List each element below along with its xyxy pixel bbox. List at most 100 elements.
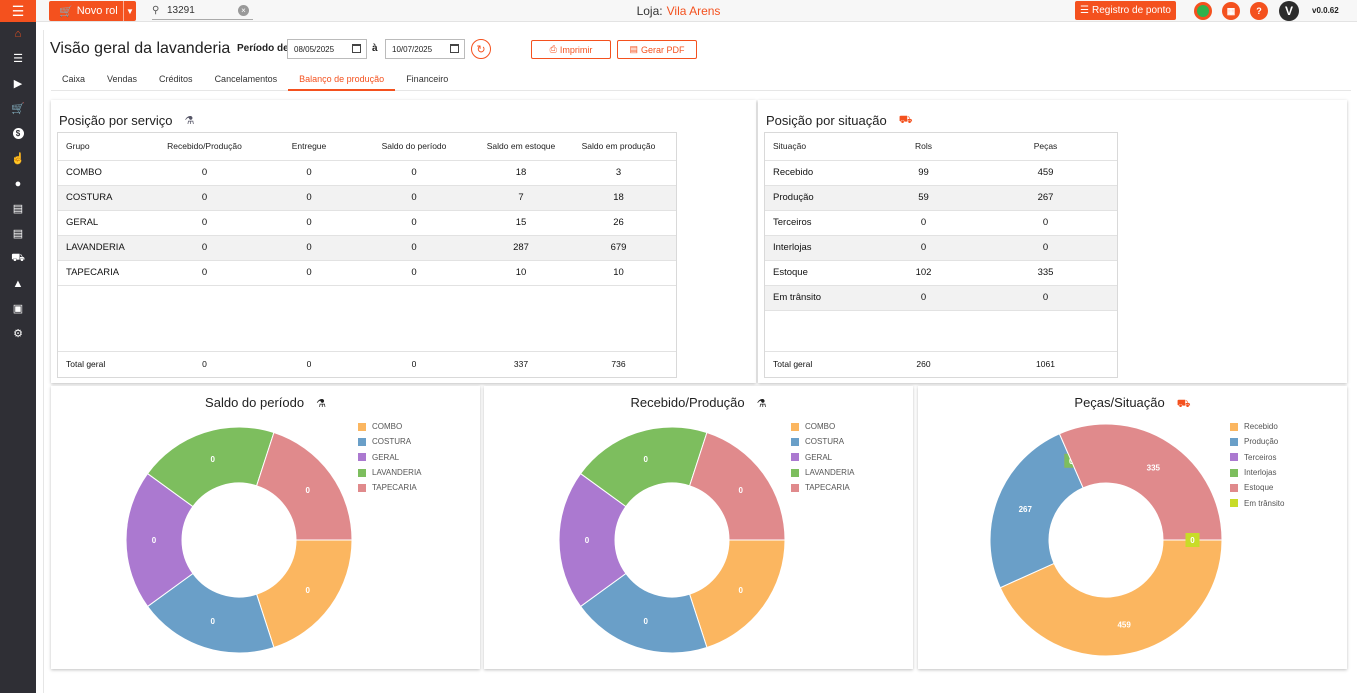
dollar-icon[interactable]: $ [0,121,36,146]
document-icon[interactable]: ▤ [12,203,24,215]
pie-slice-combo[interactable] [688,539,786,649]
registro-ponto-button[interactable]: ☰ Registro de ponto [1075,1,1176,20]
legend-swatch [1230,483,1238,492]
file-icon[interactable]: ▦ [1222,2,1240,20]
legend-label: COSTURA [805,437,845,447]
servico-title-text: Posição por serviço [59,113,173,128]
table-row: GERAL 0 0 0 15 26 [58,210,676,236]
table-cell: COSTURA [58,185,138,211]
touch-icon[interactable]: ☝ [11,153,25,165]
store-name: Vila Arens [666,4,721,18]
date-from-input[interactable]: 08/05/2025 [287,39,367,59]
tab-financeiro[interactable]: Financeiro [406,74,449,84]
legend-item[interactable]: COSTURA [791,434,855,449]
legend-item[interactable]: Produção [1230,434,1284,449]
hanger-icon[interactable]: ▲ [12,277,24,290]
legend-item[interactable]: GERAL [358,450,422,465]
legend-item[interactable]: Em trânsito [1230,495,1284,510]
column-header: Entregue [271,133,347,161]
legend-label: COSTURA [372,437,412,447]
legend-item[interactable]: LAVANDERIA [358,465,422,480]
truck-icon[interactable]: ⛟ [11,251,25,264]
pie-slice-costura[interactable] [579,572,708,654]
pie-slice-lavanderia[interactable] [146,426,275,508]
top-bar: ☰ 🛒Novo rol ▼ ⚲ × Loja:Vila Arens ☰Regis… [0,0,1357,22]
pie-slice-costura[interactable] [146,572,275,654]
legend-label: Em trânsito [1244,498,1285,508]
donut-chart-pecas: 459267003350 [989,423,1223,657]
table-cell: GERAL [58,210,138,236]
hamburger-menu-icon[interactable]: ☰ [0,0,36,22]
legend-swatch [791,483,799,492]
legend-item[interactable]: Interlojas [1230,465,1284,480]
help-icon[interactable]: ? [1250,2,1268,20]
table-row: Recebido 99 459 [765,160,1117,186]
legend-item[interactable]: Terceiros [1230,450,1284,465]
data-label: 267 [1019,505,1033,514]
novo-rol-button[interactable]: 🛒 Novo rol ▼ [49,1,136,21]
chevron-down-icon[interactable]: ▼ [123,1,136,21]
legend-swatch [1230,422,1238,431]
refresh-button[interactable]: ↻ [471,39,491,59]
table-cell: 0 [271,185,347,211]
search-input[interactable] [167,5,233,16]
table-cell: Produção [765,185,873,211]
pie-slice-produção[interactable] [989,433,1084,589]
cart-icon[interactable]: 🛒 [11,103,25,115]
table-cell: 0 [271,235,347,261]
gear-icon[interactable]: ⚙ [13,328,23,340]
user-icon[interactable]: ● [14,177,22,190]
document-2-icon[interactable]: ▤ [12,228,24,240]
data-label: 0 [739,586,744,595]
legend-item[interactable]: TAPECARIA [358,480,422,495]
print-button[interactable]: ⎙ Imprimir [531,40,611,59]
pie-slice-recebido[interactable] [999,539,1223,657]
clear-icon[interactable]: × [238,5,249,16]
date-to-input[interactable]: 10/07/2025 [385,39,465,59]
legend-item[interactable]: COMBO [791,419,855,434]
legend-item[interactable]: GERAL [791,450,855,465]
checklist-icon[interactable]: ☰ [13,53,23,65]
avatar[interactable]: V [1279,1,1299,21]
store-indicator: Loja: Vila Arens [0,4,1357,18]
tab-balanco-producao[interactable]: Balanço de produção [288,68,396,91]
data-label: 0 [585,536,590,545]
column-header: Saldo do período [347,133,481,161]
table-row: COSTURA 0 0 0 7 18 [58,185,676,211]
pie-slice-combo[interactable] [255,539,353,649]
column-header: Peças [974,133,1117,161]
delivery-truck-icon: ⛟ [898,113,913,126]
table-row: Interlojas 0 0 [765,235,1117,261]
legend-item[interactable]: Estoque [1230,480,1284,495]
legend-item[interactable]: COSTURA [358,434,422,449]
legend-item[interactable]: LAVANDERIA [791,465,855,480]
data-label: 0 [306,586,311,595]
legend-item[interactable]: COMBO [358,419,422,434]
tab-caixa[interactable]: Caixa [62,74,86,84]
whatsapp-icon[interactable] [1194,2,1212,20]
store-label: Loja: [636,4,663,18]
pie-slice-estoque[interactable] [1058,423,1223,541]
pie-slice-tapecaria[interactable] [255,431,353,541]
pie-slice-lavanderia[interactable] [579,426,708,508]
tab-vendas[interactable]: Vendas [107,74,138,84]
pie-slice-geral[interactable] [125,472,194,608]
table-cell: 1061 [974,350,1117,376]
servico-table: Grupo Recebido/Produção Entregue Saldo d… [58,133,676,376]
tag-icon[interactable]: ▶ [13,78,23,90]
donut-chart-recebido: 0 0 0 0 0 [558,426,786,654]
table-cell: LAVANDERIA [58,235,138,261]
pie-slice-geral[interactable] [558,472,627,608]
tab-cancelamentos[interactable]: Cancelamentos [214,74,278,84]
periodo-label: Período de [237,43,289,54]
legend-item[interactable]: TAPECARIA [791,480,855,495]
box-icon[interactable]: ▣ [12,303,24,315]
pdf-button[interactable]: ▤ Gerar PDF [617,40,697,59]
table-row: Estoque 102 335 [765,260,1117,286]
table-cell: 0 [347,185,481,211]
tab-creditos[interactable]: Créditos [159,74,193,84]
pie-slice-tapecaria[interactable] [688,431,786,541]
home-icon[interactable]: ⌂ [14,28,22,40]
legend-item[interactable]: Recebido [1230,419,1284,434]
table-row: COMBO 0 0 0 18 3 [58,160,676,186]
